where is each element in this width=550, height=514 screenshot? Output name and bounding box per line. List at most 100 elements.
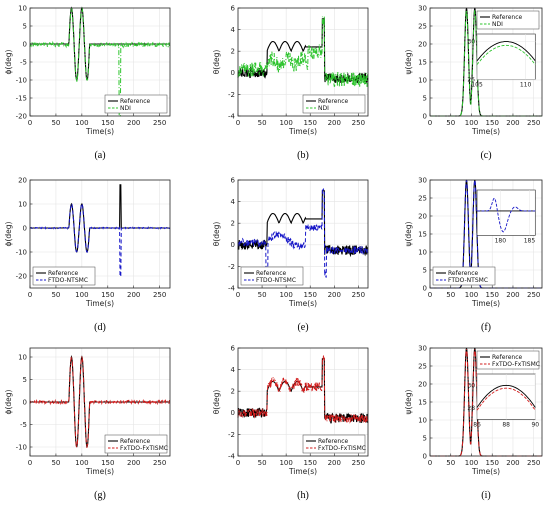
legend-box [476, 350, 540, 370]
legend-label: Reference [256, 270, 287, 277]
y-tick-label: -5 [20, 58, 27, 66]
legend-label: Reference [318, 438, 349, 445]
series-line-controller [237, 16, 369, 88]
y-tick-label: 10 [418, 416, 427, 424]
plot-frame [237, 7, 369, 117]
plot-frame [29, 179, 171, 289]
y-tick-label: -2 [228, 431, 235, 439]
x-tick-label: 0 [236, 119, 240, 127]
legend-label: NDI [120, 105, 131, 112]
x-tick-label: 50 [446, 119, 455, 127]
x-tick-label: 250 [527, 291, 540, 299]
legend-label: FxTDO-FxTISMC [492, 361, 540, 368]
y-tick-label: 10 [18, 200, 27, 208]
x-tick-label: 250 [153, 119, 166, 127]
x-axis-label: Time(s) [85, 127, 114, 136]
y-axis-label: ψ(deg) [404, 389, 413, 414]
x-tick-label: 50 [51, 291, 60, 299]
y-tick-label: 2 [231, 388, 235, 396]
inset-y-tick-label: 25 [467, 76, 475, 83]
y-tick-label: 20 [418, 40, 427, 48]
y-tick-label: 5 [423, 266, 427, 274]
y-tick-label: 10 [418, 76, 427, 84]
x-tick-label: 100 [465, 459, 478, 467]
y-tick-label: 10 [18, 353, 27, 361]
inset-series-line [476, 387, 536, 411]
y-tick-label: 5 [423, 434, 427, 442]
legend-label: Reference [492, 14, 523, 21]
x-tick-label: 200 [328, 459, 341, 467]
y-axis-label: ϕ(deg) [4, 49, 13, 74]
inset-y-tick-label: 30 [467, 382, 475, 389]
legend-label: FTDO-NTSMC [48, 277, 88, 284]
x-tick-label: 150 [101, 291, 114, 299]
y-axis-label: ϕ(deg) [4, 389, 13, 414]
x-tick-label: 50 [258, 119, 267, 127]
legend-label: FxTDO-FxTISMC [318, 445, 366, 452]
x-tick-label: 200 [127, 459, 140, 467]
y-tick-label: 5 [423, 94, 427, 102]
panel-letter: (c) [480, 150, 491, 161]
series-line-controller [29, 354, 170, 448]
x-tick-label: 50 [51, 119, 60, 127]
inset-series-line [476, 384, 536, 408]
x-tick-label: 0 [428, 459, 432, 467]
y-axis-label: ψ(deg) [404, 49, 413, 74]
x-tick-label: 0 [428, 291, 432, 299]
series-line-controller [237, 355, 369, 424]
y-axis-label: θ(deg) [212, 50, 221, 75]
y-tick-label: 0 [423, 452, 427, 460]
x-tick-label: 0 [28, 459, 32, 467]
inset-x-tick-label: 86 [473, 421, 481, 428]
y-tick-label: 20 [418, 212, 427, 220]
y-tick-label: 30 [418, 344, 427, 352]
inset-x-tick-label: 88 [502, 421, 510, 428]
x-tick-label: 0 [236, 291, 240, 299]
legend-label: FTDO-NTSMC [448, 277, 488, 284]
inset-frame [476, 189, 536, 236]
x-tick-label: 0 [28, 291, 32, 299]
chart-panel-f: 0 50 100 150 200 250 0 5 10 15 20 25 30 Time(s) ψ(deg)… [404, 176, 543, 333]
y-tick-label: 30 [418, 176, 427, 184]
x-tick-label: 100 [465, 119, 478, 127]
panel-letter: (b) [297, 150, 309, 161]
legend-label: NDI [492, 21, 503, 28]
y-tick-label: 5 [23, 376, 27, 384]
inset-y-tick-label: 28 [467, 405, 475, 412]
y-tick-label: -4 [228, 284, 236, 292]
x-tick-label: 200 [506, 459, 519, 467]
x-axis-label: Time(s) [288, 467, 317, 476]
x-tick-label: 50 [446, 291, 455, 299]
plot-frame [237, 347, 369, 457]
legend-label: Reference [48, 270, 79, 277]
y-tick-label: 5 [23, 22, 27, 30]
legend-label: FxTDO-FxTISMC [120, 445, 168, 452]
y-tick-label: 20 [18, 176, 27, 184]
legend-box [32, 266, 96, 286]
legend-box [302, 94, 366, 114]
y-axis-label: ψ(deg) [404, 221, 413, 246]
x-axis-label: Time(s) [85, 467, 114, 476]
legend-label: Reference [120, 438, 151, 445]
inset-x-tick-label: 90 [531, 421, 539, 428]
y-tick-label: 15 [418, 230, 427, 238]
inset-plot: 105 110 25 30 [467, 33, 536, 88]
x-tick-label: 150 [486, 291, 499, 299]
y-tick-label: 15 [418, 58, 427, 66]
y-axis-label: θ(deg) [212, 390, 221, 415]
legend-box [104, 434, 168, 454]
inset-x-tick-label: 185 [524, 237, 536, 244]
panel-letter: (h) [297, 490, 309, 501]
inset-x-tick-label: 105 [471, 81, 483, 88]
x-tick-label: 200 [328, 291, 341, 299]
y-tick-label: 0 [423, 284, 427, 292]
x-tick-label: 150 [101, 119, 114, 127]
x-tick-label: 0 [428, 119, 432, 127]
inset-series-line [476, 44, 536, 65]
